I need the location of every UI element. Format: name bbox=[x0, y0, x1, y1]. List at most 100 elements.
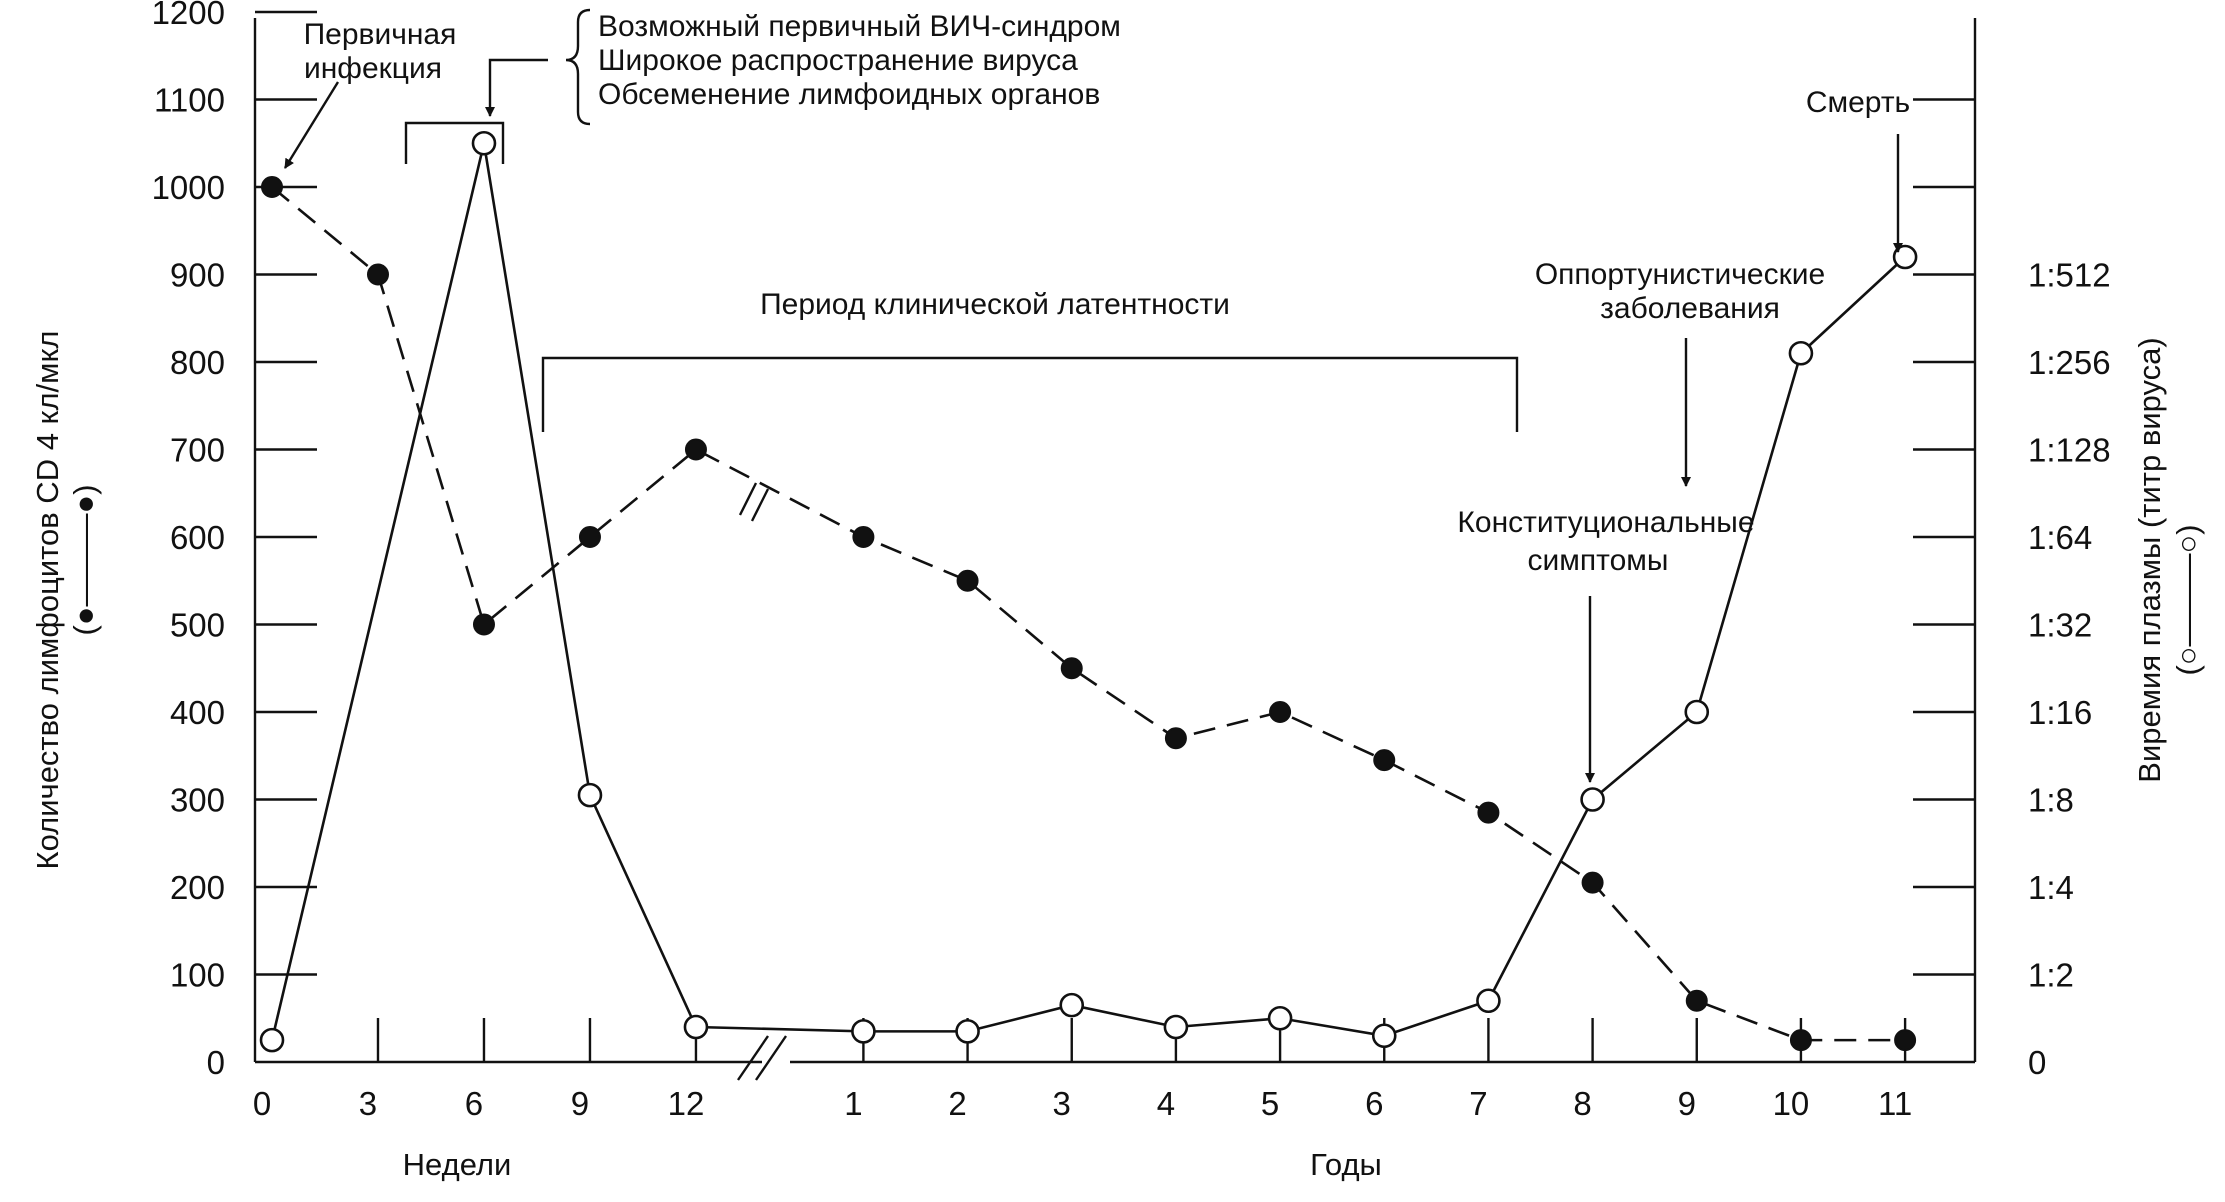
viral-point-13 bbox=[1788, 340, 1814, 366]
x-tick-label-week-6: 6 bbox=[465, 1085, 483, 1122]
left-tick-label-1000: 1000 bbox=[152, 169, 225, 206]
latency-bracket bbox=[541, 356, 1519, 432]
x-tick-label-year-1: 1 bbox=[844, 1085, 862, 1122]
acute-phase-brace bbox=[565, 8, 591, 126]
x-tick-label-year-4: 4 bbox=[1157, 1085, 1175, 1122]
left-tick-label-300: 300 bbox=[170, 782, 225, 819]
opportunistic-label-line1: Оппортунистические bbox=[1535, 258, 1825, 291]
x-section-label-years: Годы bbox=[1310, 1147, 1382, 1182]
left-axis-legend-symbol: (●———●) bbox=[67, 484, 102, 635]
primary-infection-arrow bbox=[283, 81, 340, 169]
right-tick-label-9: 1:512 bbox=[2028, 257, 2111, 294]
viral-point-9 bbox=[1371, 1023, 1397, 1049]
right-tick-label-0: 0 bbox=[2028, 1044, 2046, 1081]
left-tick-label-500: 500 bbox=[170, 607, 225, 644]
viral-point-8 bbox=[1267, 1005, 1293, 1031]
cd4-point-11 bbox=[1477, 801, 1500, 824]
left-tick-label-1100: 1100 bbox=[154, 82, 225, 119]
right-tick-label-4: 1:16 bbox=[2028, 694, 2092, 731]
viral-point-2 bbox=[577, 782, 603, 808]
opportunistic-label-line2: заболевания bbox=[1600, 292, 1780, 325]
x-tick-label-year-6: 6 bbox=[1365, 1085, 1383, 1122]
right-axis-legend-symbol: (○———○) bbox=[2170, 524, 2205, 675]
viral-point-3 bbox=[683, 1014, 709, 1040]
x-axis-break-mark-1 bbox=[737, 1035, 769, 1081]
right-tick-label-5: 1:32 bbox=[2028, 607, 2092, 644]
acute-phase-bracket bbox=[404, 121, 505, 164]
cd4-point-9 bbox=[1269, 701, 1292, 723]
cd4-point-13 bbox=[1685, 989, 1708, 1012]
left-tick-label-400: 400 bbox=[170, 694, 225, 731]
viral-point-11 bbox=[1580, 787, 1605, 812]
x-tick-label-year-5: 5 bbox=[1261, 1085, 1279, 1122]
x-tick-label-year-8: 8 bbox=[1573, 1085, 1591, 1122]
x-section-label-weeks: Недели bbox=[403, 1147, 512, 1182]
cd4-point-15 bbox=[1894, 1029, 1917, 1052]
x-tick-label-year-2: 2 bbox=[948, 1085, 966, 1122]
left-tick-label-200: 200 bbox=[170, 869, 225, 906]
acute-phase-text-line1: Возможный первичный ВИЧ-синдром bbox=[598, 10, 1121, 43]
cd4-count-points bbox=[261, 176, 1917, 1052]
x-tick-label-week-9: 9 bbox=[571, 1085, 589, 1122]
constitutional-label-line1: Конституциональные bbox=[1457, 506, 1754, 539]
left-tick-label-900: 900 bbox=[170, 257, 225, 294]
cd4-point-8 bbox=[1164, 727, 1187, 750]
x-tick-label-week-12: 12 bbox=[668, 1085, 705, 1122]
cd4-point-1 bbox=[366, 263, 389, 286]
viral-point-10 bbox=[1476, 988, 1501, 1014]
right-tick-label-7: 1:128 bbox=[2028, 432, 2111, 469]
left-tick-label-100: 100 bbox=[170, 957, 225, 994]
death-label: Смерть bbox=[1806, 86, 1910, 119]
primary-infection-label-line1: Первичная bbox=[304, 18, 457, 51]
cd4-point-14 bbox=[1789, 1029, 1812, 1052]
x-tick-label-week-3: 3 bbox=[359, 1085, 377, 1122]
acute-phase-arrow bbox=[485, 58, 548, 117]
axes bbox=[253, 18, 1975, 1081]
x-tick-label-year-10: 10 bbox=[1773, 1085, 1810, 1122]
cd4-point-7 bbox=[1060, 657, 1083, 680]
acute-phase-text-line2: Широкое распространение вируса bbox=[598, 44, 1078, 77]
right-axis-title: Виремия плазмы (титр вируса) bbox=[2132, 337, 2167, 782]
cd4-line-break bbox=[738, 482, 770, 522]
left-axis-title: Количество лимфоцитов CD 4 кл/мкл bbox=[30, 331, 65, 870]
acute-phase-text-line3: Обсеменение лимфоидных органов bbox=[598, 78, 1100, 111]
x-tick-label-year-9: 9 bbox=[1678, 1085, 1696, 1122]
cd4-count-line bbox=[271, 185, 1906, 1042]
cd4-point-0 bbox=[261, 176, 283, 198]
cd4-point-6 bbox=[956, 569, 979, 592]
right-tick-label-1: 1:2 bbox=[2028, 957, 2074, 994]
x-tick-label-week-0: 0 bbox=[253, 1085, 271, 1122]
cd4-point-4 bbox=[684, 438, 707, 461]
cd4-point-2 bbox=[472, 613, 495, 636]
viral-point-7 bbox=[1163, 1014, 1189, 1040]
cd4-point-3 bbox=[578, 526, 601, 548]
cd4-point-5 bbox=[852, 526, 875, 548]
left-tick-label-600: 600 bbox=[170, 519, 225, 556]
viral-point-12 bbox=[1684, 699, 1710, 725]
right-tick-label-6: 1:64 bbox=[2028, 519, 2092, 556]
annotations: Первичная инфекция Возможный первичный В… bbox=[283, 8, 1910, 783]
right-tick-label-8: 1:256 bbox=[2028, 344, 2111, 381]
x-axis-break-mark-2 bbox=[755, 1035, 787, 1081]
left-tick-label-800: 800 bbox=[170, 344, 225, 381]
x-tick-label-year-7: 7 bbox=[1469, 1085, 1487, 1122]
primary-infection-label-line2: инфекция bbox=[304, 52, 442, 85]
cd4-point-10 bbox=[1373, 749, 1396, 772]
right-axis-ticks: 0 1:2 1:4 1:8 1:16 1:32 1:64 1:128 1:256 1:512 bbox=[1913, 18, 2111, 1081]
constitutional-label-line2: симптомы bbox=[1528, 544, 1669, 577]
viral-point-6 bbox=[1059, 992, 1085, 1018]
x-tick-label-year-11: 11 bbox=[1878, 1085, 1912, 1122]
right-tick-label-3: 1:8 bbox=[2028, 782, 2074, 819]
cd4-point-12 bbox=[1581, 871, 1604, 894]
x-axis-ticks: 0 3 6 9 12 1 2 3 4 5 6 7 8 9 10 11 bbox=[253, 1018, 1912, 1122]
viral-point-0 bbox=[259, 1027, 285, 1053]
left-axis-ticks: 0 100 200 300 400 500 600 700 800 900 1000 1100 1200 bbox=[152, 0, 317, 1081]
viral-load-points bbox=[259, 130, 1918, 1053]
x-tick-label-year-3: 3 bbox=[1053, 1085, 1071, 1122]
left-tick-label-0: 0 bbox=[207, 1044, 225, 1081]
right-tick-label-2: 1:4 bbox=[2028, 869, 2074, 906]
viral-point-4 bbox=[851, 1019, 876, 1044]
viral-point-1 bbox=[471, 130, 497, 156]
viral-point-5 bbox=[955, 1019, 980, 1044]
